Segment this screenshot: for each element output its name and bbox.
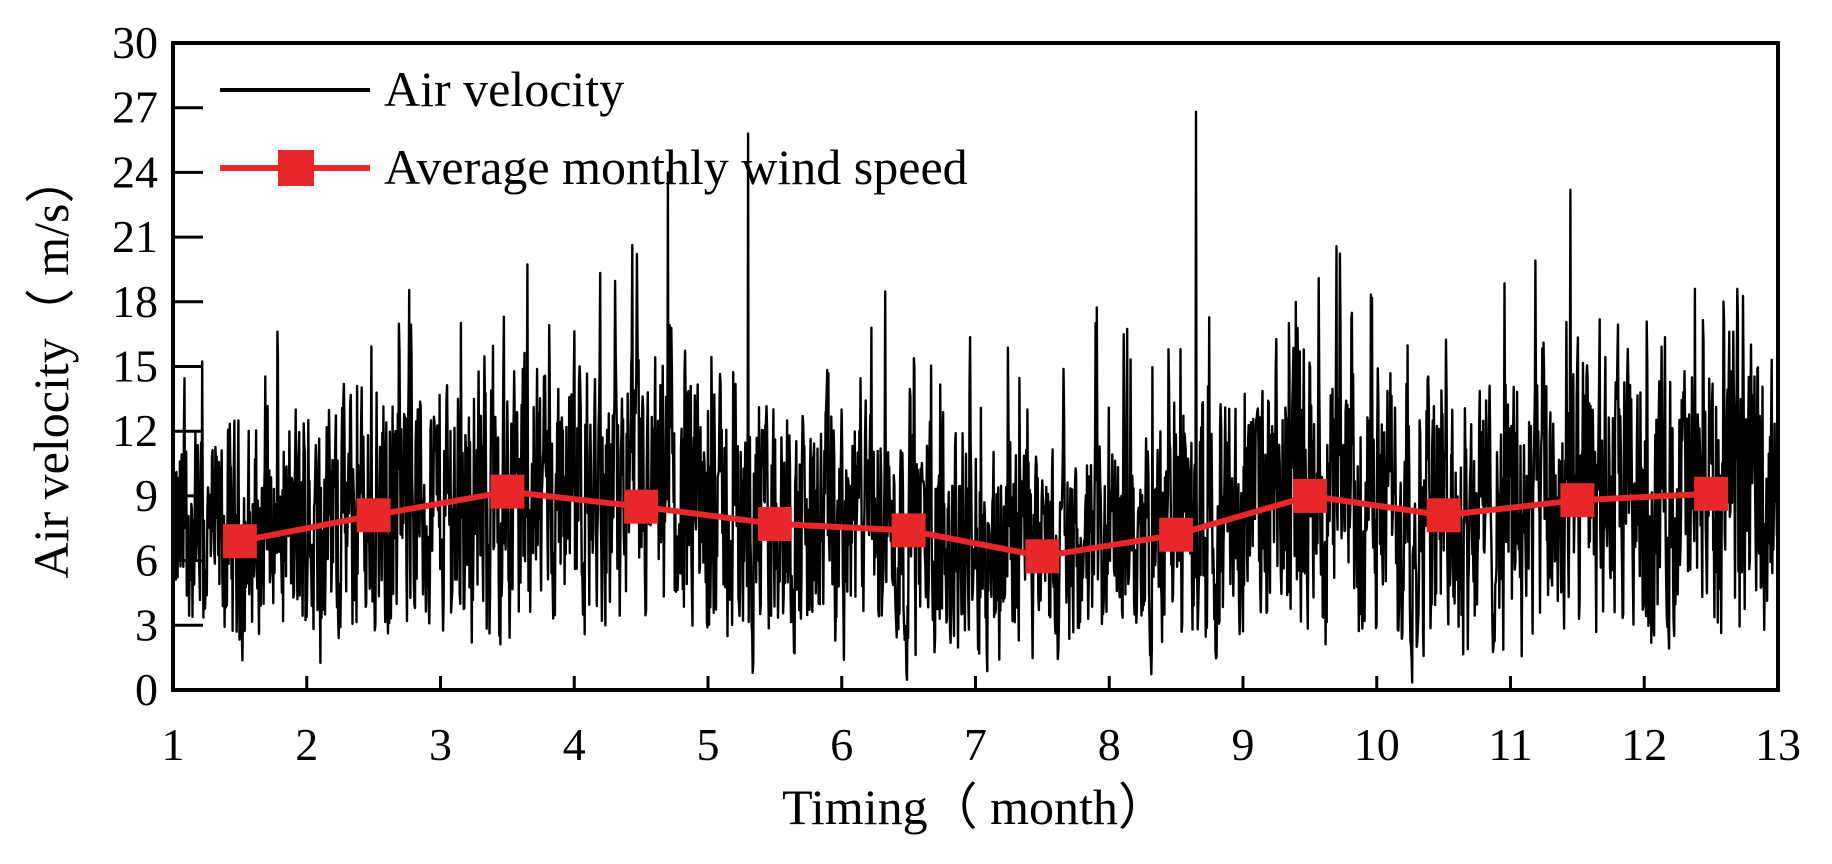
x-tick-label: 11 [1488,719,1532,770]
x-axis-title: Timing（ month） [782,779,1168,835]
x-tick-label: 4 [563,719,586,770]
average-monthly-point [356,498,391,533]
x-tick-label: 2 [295,719,318,770]
x-tick-label: 9 [1232,719,1255,770]
y-tick-label: 18 [112,276,158,327]
x-tick-label: 5 [697,719,720,770]
x-tick-label: 6 [830,719,853,770]
y-tick-label: 27 [112,82,158,133]
y-tick-label: 21 [112,211,158,262]
x-tick-label: 10 [1354,719,1400,770]
average-monthly-point [891,513,926,548]
y-tick-label: 3 [135,599,158,650]
y-tick-label: 9 [135,470,158,521]
average-monthly-point [1292,478,1327,513]
x-tick-label: 12 [1621,719,1667,770]
average-monthly-point [222,524,257,559]
air-velocity-series [171,110,1780,684]
legend-average-marker [278,150,314,186]
y-tick-label: 30 [112,17,158,68]
x-tick-label: 1 [162,719,185,770]
average-monthly-point [1694,476,1729,511]
average-monthly-point [1025,539,1060,574]
x-tick-label: 8 [1098,719,1121,770]
y-axis-title: Air velocity（ m/s） [23,154,79,579]
average-monthly-point [1426,498,1461,533]
x-tick-label: 13 [1755,719,1801,770]
y-tick-label: 0 [135,664,158,715]
average-monthly-point [1159,517,1194,552]
average-monthly-point [624,489,659,524]
x-tick-label: 3 [429,719,452,770]
legend-air-velocity-label: Air velocity [384,61,624,117]
x-tick-label: 7 [964,719,987,770]
average-monthly-point [757,506,792,541]
legend-average-label: Average monthly wind speed [384,139,968,195]
y-tick-label: 12 [112,405,158,456]
axis-ticks [171,41,1780,692]
average-monthly-point [490,474,525,509]
air-velocity-line [171,110,1780,684]
average-monthly-line [239,488,1712,560]
average-monthly-point [1560,483,1595,518]
y-tick-label: 15 [112,341,158,392]
legend: Air velocity Average monthly wind speed [220,61,968,195]
average-monthly-series [222,474,1729,574]
y-tick-label: 24 [112,146,158,197]
y-tick-label: 6 [135,535,158,586]
